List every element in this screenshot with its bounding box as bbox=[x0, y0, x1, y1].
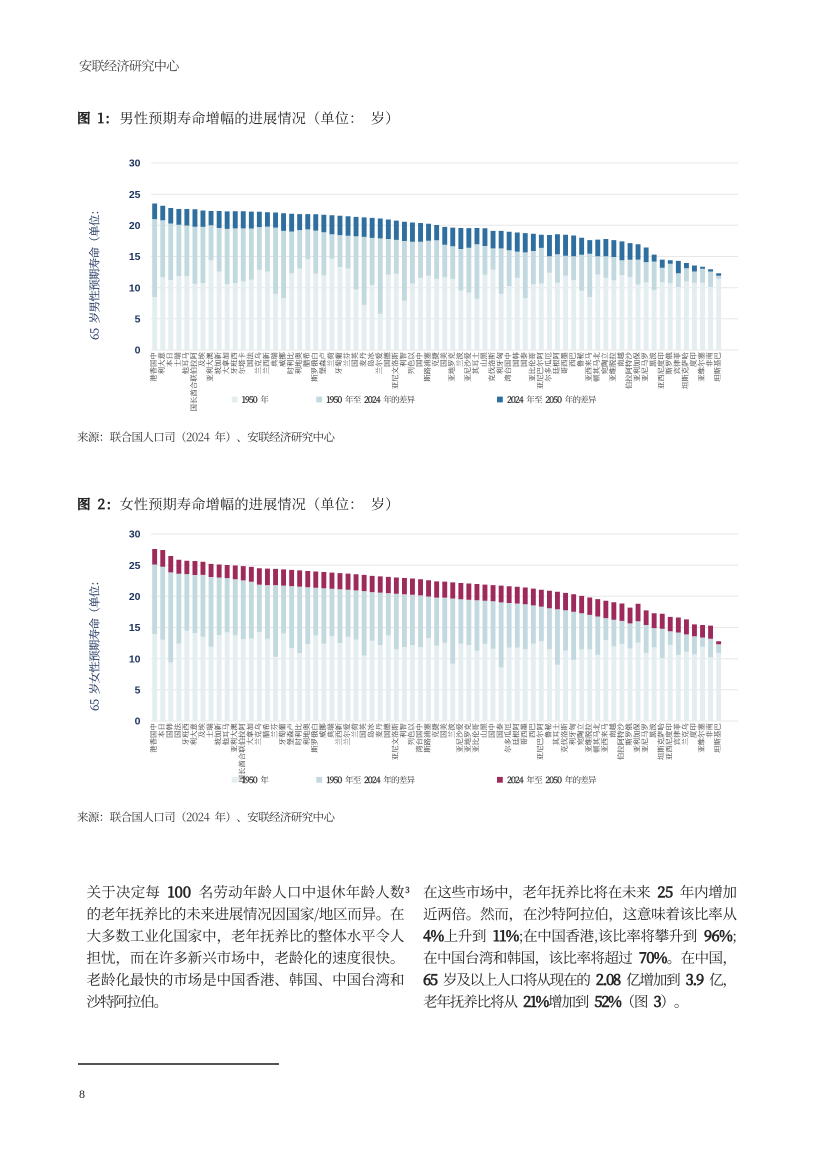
svg-text:15: 15 bbox=[129, 251, 141, 263]
svg-text:0: 0 bbox=[135, 345, 141, 357]
svg-text:0: 0 bbox=[135, 716, 141, 728]
svg-text:10: 10 bbox=[129, 282, 141, 294]
svg-text:15: 15 bbox=[129, 622, 141, 634]
svg-text:20: 20 bbox=[129, 591, 141, 603]
svg-text:25: 25 bbox=[129, 560, 141, 572]
svg-text:5: 5 bbox=[135, 684, 141, 696]
svg-text:30: 30 bbox=[129, 158, 141, 170]
svg-text:8: 8 bbox=[79, 1087, 85, 1101]
svg-text:10: 10 bbox=[129, 653, 141, 665]
svg-text:30: 30 bbox=[129, 529, 141, 541]
svg-text:25: 25 bbox=[129, 189, 141, 201]
svg-text:5: 5 bbox=[135, 313, 141, 325]
svg-text:20: 20 bbox=[129, 220, 141, 232]
